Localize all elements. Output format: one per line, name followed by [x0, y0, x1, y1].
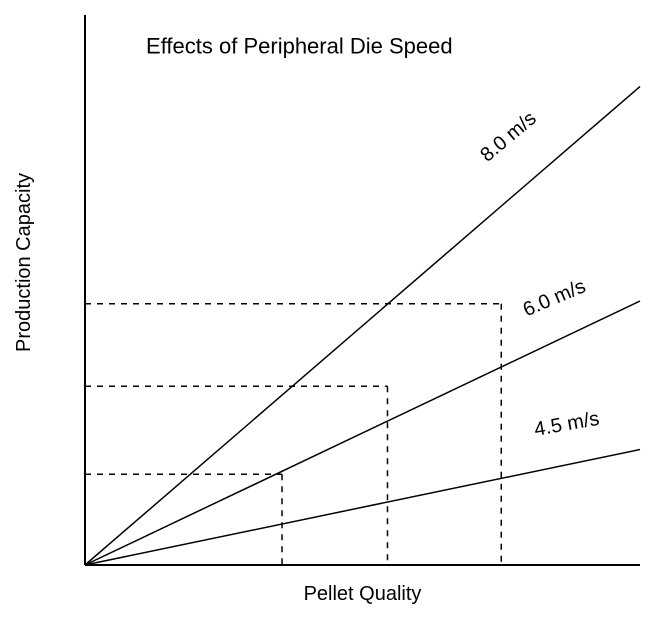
die-speed-chart: 8.0 m/s 6.0 m/s 4.5 m/s Effects of Peripher…	[0, 0, 665, 631]
series-label-speed_8_0: 8.0 m/s	[476, 107, 540, 166]
series-label-speed_6_0: 6.0 m/s	[520, 275, 589, 321]
y-axis-label: Production Capacity	[13, 173, 35, 352]
x-axis-label: Pellet Quality	[304, 583, 422, 605]
series-label-speed_4_5: 4.5 m/s	[533, 408, 601, 441]
series-speed_8_0	[85, 87, 640, 566]
series-speed_4_5	[85, 450, 640, 566]
chart-svg: 8.0 m/s 6.0 m/s 4.5 m/s Effects of Peripher…	[0, 0, 665, 631]
chart-title: Effects of Peripheral Die Speed	[146, 34, 453, 59]
